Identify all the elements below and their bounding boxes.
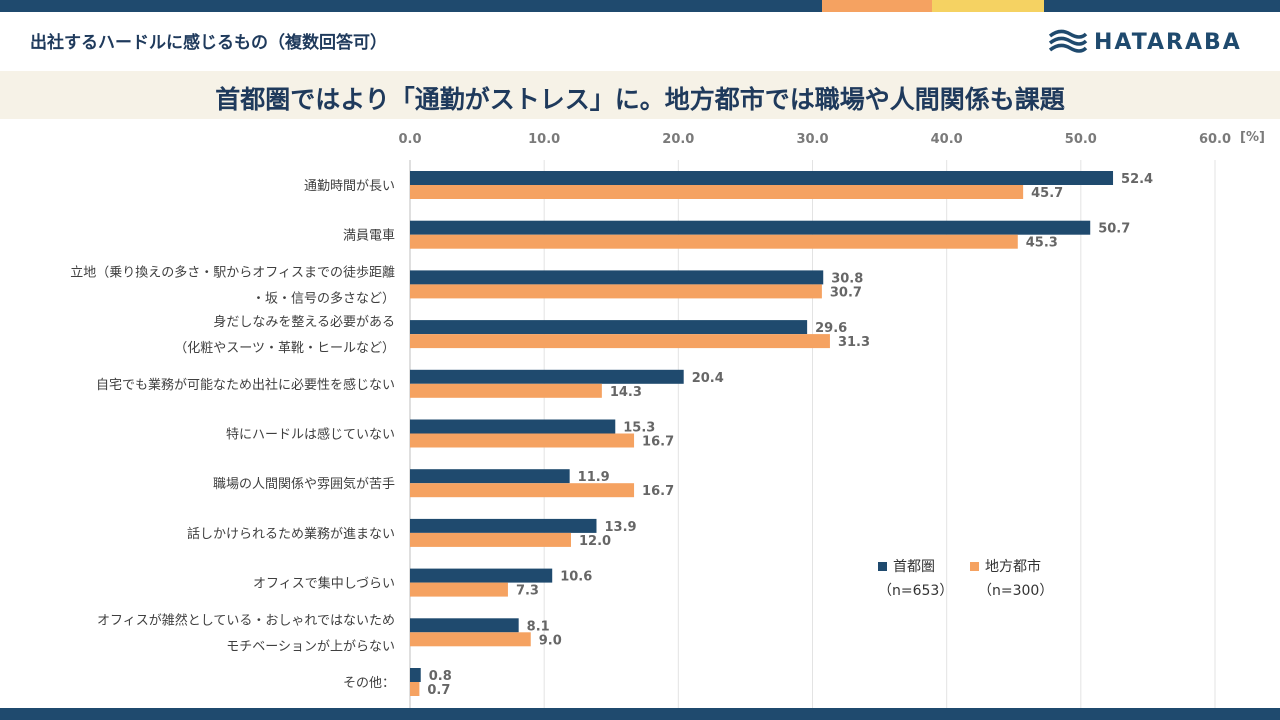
bar-series2 xyxy=(410,532,571,547)
bar-series2 xyxy=(410,632,531,647)
legend-swatch-series1 xyxy=(878,562,887,571)
legend-swatch-series2 xyxy=(970,562,979,571)
chart-legend: 首都圏 地方都市 （n=653） （n=300） xyxy=(878,556,1078,606)
x-tick-label: 10.0 xyxy=(528,132,560,147)
x-tick-label: 40.0 xyxy=(931,132,963,147)
category-label: 身だしなみを整える必要がある xyxy=(213,314,395,330)
bar-series1 xyxy=(410,469,570,484)
bar-series1 xyxy=(410,518,597,533)
x-tick-label: 30.0 xyxy=(796,132,828,147)
bar-series1 xyxy=(410,419,616,434)
category-label: ・坂・信号の多さなど） xyxy=(252,290,395,306)
bar-series2 xyxy=(410,334,830,349)
data-label: 12.0 xyxy=(579,534,611,549)
top-accent-bar xyxy=(0,0,1280,12)
bar-series1 xyxy=(410,668,421,682)
bar-series2 xyxy=(410,682,420,696)
bar-series1 xyxy=(410,568,553,583)
category-label: その他： xyxy=(343,676,395,691)
bar-series2 xyxy=(410,582,508,597)
bar-series2 xyxy=(410,234,1018,249)
data-label: 52.4 xyxy=(1121,172,1153,187)
category-label: 自宅でも業務が可能なため出社に必要性を感じない xyxy=(96,377,395,393)
wave-icon xyxy=(1048,29,1088,53)
slide-header-title: 出社するハードルに感じるもの（複数回答可） xyxy=(30,33,387,53)
bar-chart: 0.0 10.0 20.0 30.0 40.0 50.0 60.0 [%] 52.4 45.7 通勤… xyxy=(70,130,1265,708)
data-label: 45.3 xyxy=(1026,236,1058,251)
category-label: 特にハードルは感じていない xyxy=(226,427,395,443)
category-label: モチベーションが上がらない xyxy=(226,639,395,654)
top-accent-yellow xyxy=(932,0,1044,12)
bar-series2 xyxy=(410,383,602,398)
data-label: 29.6 xyxy=(815,321,847,336)
bar-series2 xyxy=(410,483,635,498)
category-label: オフィスが雑然としている・おしゃれではないため xyxy=(97,612,395,628)
bar-series1 xyxy=(410,320,808,335)
data-label: 7.3 xyxy=(516,584,539,599)
data-label: 16.7 xyxy=(642,435,674,450)
category-label: オフィスで集中しづらい xyxy=(253,576,395,592)
bar-series1 xyxy=(410,171,1114,185)
headline-band xyxy=(0,71,1280,119)
category-label: 立地（乗り換えの多さ・駅からオフィスまでの徒歩距離 xyxy=(70,264,395,280)
top-accent-orange xyxy=(822,0,932,12)
x-tick-label: 20.0 xyxy=(662,132,694,147)
category-label: 満員電車 xyxy=(343,229,395,244)
bar-series2 xyxy=(410,433,635,448)
data-label: 10.6 xyxy=(560,570,592,585)
data-label: 31.3 xyxy=(838,335,870,350)
category-label: 職場の人間関係や雰囲気が苦手 xyxy=(213,476,395,492)
logo-text: HATARABA xyxy=(1094,30,1242,55)
x-tick-label: 0.0 xyxy=(398,132,421,147)
category-label: 通勤時間が長い xyxy=(304,179,395,194)
x-tick-label: 50.0 xyxy=(1065,132,1097,147)
data-label: 50.7 xyxy=(1098,222,1130,237)
data-label: 20.4 xyxy=(692,371,724,386)
data-label: 0.7 xyxy=(427,683,450,698)
data-label: 45.7 xyxy=(1031,186,1063,201)
legend-label-series1: 首都圏 xyxy=(893,559,935,575)
data-label: 0.8 xyxy=(429,669,452,684)
category-label: 話しかけられるため業務が進まない xyxy=(187,526,395,542)
data-label: 30.8 xyxy=(831,271,863,286)
bar-series1 xyxy=(410,220,1091,235)
bar-series1 xyxy=(410,369,684,384)
data-label: 14.3 xyxy=(610,385,642,400)
data-label: 30.7 xyxy=(830,285,862,300)
x-axis-unit: [%] xyxy=(1240,130,1265,145)
data-label: 8.1 xyxy=(527,619,550,634)
data-label: 11.9 xyxy=(578,470,610,485)
bar-series1 xyxy=(410,618,519,633)
legend-label-series2: 地方都市 xyxy=(985,559,1041,575)
bar-series1 xyxy=(410,270,824,285)
bar-series2 xyxy=(410,284,822,299)
bottom-bar xyxy=(0,708,1280,720)
data-label: 15.3 xyxy=(623,421,655,436)
legend-n-series2: （n=300） xyxy=(978,583,1054,599)
legend-item-series1: 首都圏 xyxy=(878,556,935,576)
data-label: 16.7 xyxy=(642,484,674,499)
x-tick-label: 60.0 xyxy=(1199,132,1231,147)
hataraba-logo: HATARABA xyxy=(1048,26,1258,60)
data-label: 9.0 xyxy=(539,633,562,648)
data-label: 13.9 xyxy=(604,520,636,535)
bar-series2 xyxy=(410,185,1024,199)
category-label: （化粧やスーツ・革靴・ヒールなど） xyxy=(174,341,395,356)
legend-item-series2: 地方都市 xyxy=(970,556,1041,576)
legend-n-series1: （n=653） xyxy=(878,583,954,599)
headline: 首都圏ではより「通勤がストレス」に。地方都市では職場や人間関係も課題 xyxy=(215,85,1065,114)
